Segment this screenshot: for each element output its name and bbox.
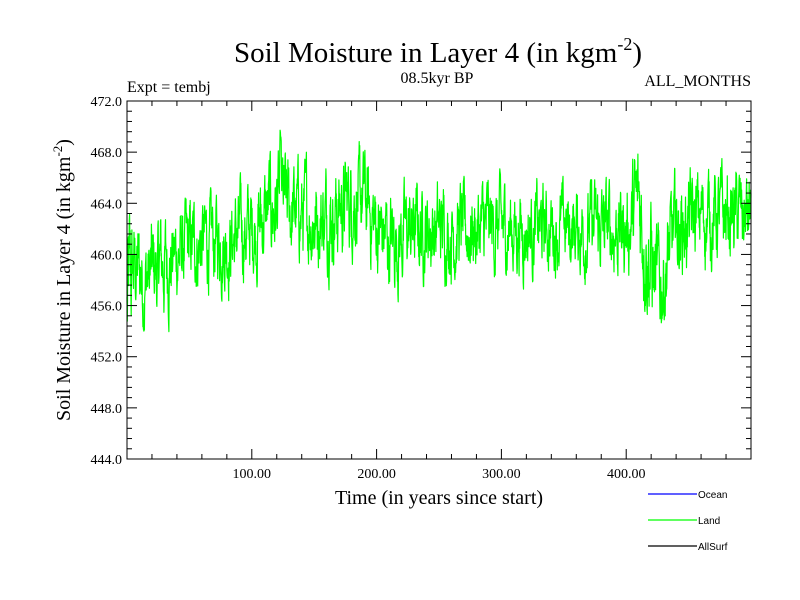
y-tick-label: 472.0	[91, 95, 123, 110]
x-axis-label: Time (in years since start)	[335, 487, 543, 509]
legend-label-ocean: Ocean	[698, 490, 727, 501]
x-tick-label: 300.00	[482, 467, 521, 482]
chart-title-close: )	[632, 37, 642, 69]
y-tick-label: 464.0	[91, 197, 123, 212]
chart-title: Soil Moisture in Layer 4 (in kgm-2)	[234, 34, 642, 69]
plot-area: 100.00 200.00 300.00 400.00 444.0 448.0 452.0 4…	[91, 95, 752, 482]
subtitle-experiment: Expt = tembj	[127, 79, 211, 96]
x-tick-label: 100.00	[233, 467, 272, 482]
y-tick-label: 444.0	[91, 453, 123, 468]
legend-label-allsurf: AllSurf	[698, 542, 728, 553]
y-axis-label: Soil Moisture in Layer 4 (in kgm-2)	[50, 139, 75, 421]
series-line-land	[126, 129, 752, 333]
y-tick-label: 468.0	[91, 146, 123, 161]
plot-frame	[126, 100, 752, 460]
x-tick-label: 200.00	[357, 467, 396, 482]
x-tick-label: 400.00	[607, 467, 646, 482]
legend-label-land: Land	[698, 516, 720, 527]
y-axis-label-close: )	[53, 139, 75, 146]
y-tick-label: 448.0	[91, 402, 123, 417]
y-tick-label: 460.0	[91, 248, 123, 263]
y-tick-label: 456.0	[91, 300, 123, 315]
axis-ticks: 100.00 200.00 300.00 400.00 444.0 448.0 452.0 4…	[91, 95, 751, 482]
y-tick-label: 452.0	[91, 351, 123, 366]
legend: Ocean Land AllSurf	[648, 490, 728, 553]
y-axis-label-superscript: -2	[50, 146, 65, 157]
subtitle-months: ALL_MONTHS	[644, 73, 751, 90]
chart-title-superscript: -2	[617, 34, 632, 54]
subtitle-period: 08.5kyr BP	[401, 70, 474, 87]
